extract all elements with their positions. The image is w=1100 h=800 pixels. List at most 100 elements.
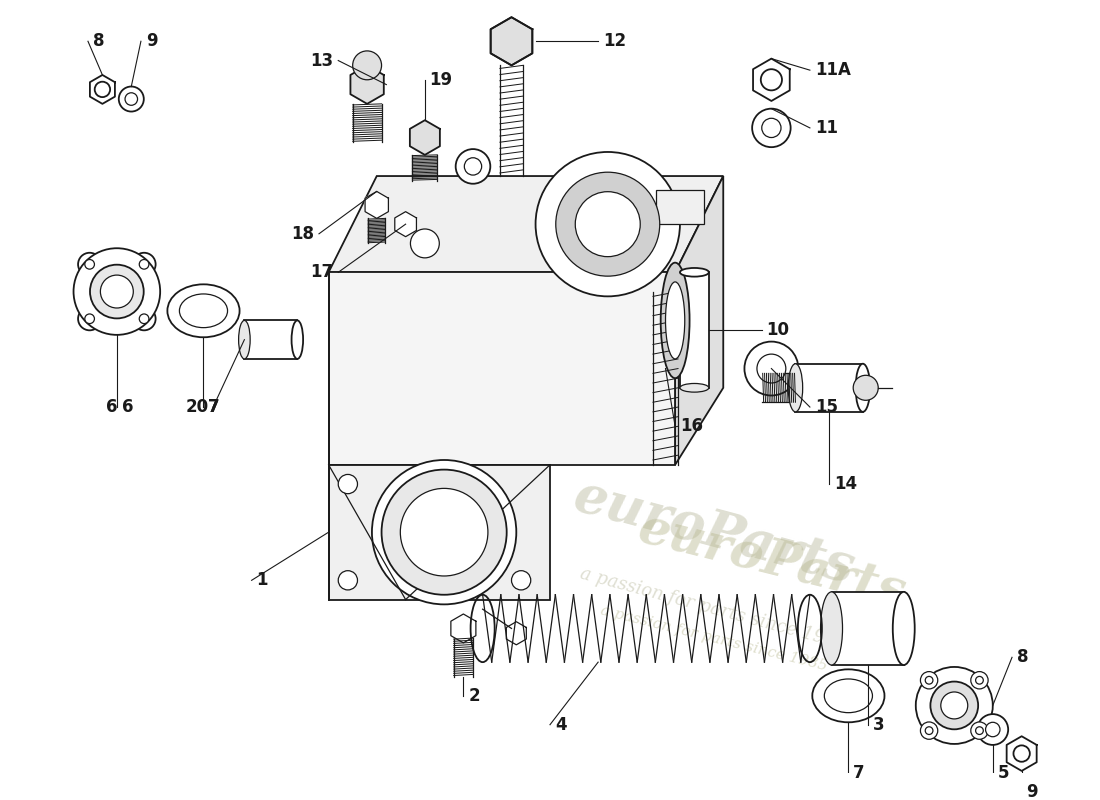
Ellipse shape [680, 268, 708, 277]
Circle shape [338, 570, 358, 590]
Text: a passion for parts since 1985: a passion for parts since 1985 [579, 565, 849, 654]
Polygon shape [329, 176, 724, 272]
Circle shape [536, 152, 680, 296]
Polygon shape [351, 66, 384, 104]
Polygon shape [90, 75, 114, 104]
Polygon shape [491, 18, 532, 66]
Polygon shape [675, 176, 724, 465]
Circle shape [986, 722, 1000, 737]
Text: 4: 4 [554, 716, 566, 734]
Ellipse shape [661, 262, 690, 378]
Bar [244, 321, 297, 359]
Circle shape [752, 109, 791, 147]
Polygon shape [754, 58, 790, 101]
Text: 9: 9 [145, 32, 157, 50]
Circle shape [921, 671, 938, 689]
Ellipse shape [179, 294, 228, 328]
Circle shape [100, 275, 133, 308]
Circle shape [132, 253, 155, 276]
Polygon shape [451, 614, 476, 643]
Circle shape [745, 342, 799, 395]
Circle shape [78, 253, 101, 276]
Bar [832, 592, 904, 665]
Circle shape [940, 692, 968, 719]
Text: 8: 8 [1016, 648, 1028, 666]
Ellipse shape [239, 321, 250, 359]
Circle shape [916, 667, 993, 744]
Polygon shape [329, 465, 550, 599]
Ellipse shape [824, 679, 872, 713]
Text: 10: 10 [767, 321, 790, 339]
Circle shape [90, 265, 144, 318]
Text: 13: 13 [310, 51, 333, 70]
Text: 1: 1 [256, 571, 268, 590]
Text: 7: 7 [208, 398, 220, 416]
Circle shape [921, 722, 938, 739]
Circle shape [971, 671, 988, 689]
Circle shape [575, 192, 640, 257]
Circle shape [78, 307, 101, 330]
Text: 15: 15 [815, 398, 838, 416]
Text: 19: 19 [430, 70, 453, 89]
Ellipse shape [292, 321, 304, 359]
Text: 3: 3 [872, 716, 884, 734]
Circle shape [85, 314, 95, 323]
Circle shape [132, 307, 155, 330]
Circle shape [971, 722, 988, 739]
Circle shape [464, 158, 482, 175]
Circle shape [512, 570, 530, 590]
Ellipse shape [167, 284, 240, 338]
Ellipse shape [666, 282, 685, 359]
Circle shape [338, 474, 358, 494]
Polygon shape [506, 622, 526, 645]
Text: 5: 5 [998, 764, 1009, 782]
Polygon shape [410, 120, 440, 155]
Circle shape [931, 682, 978, 730]
Text: 7: 7 [208, 398, 220, 416]
Circle shape [556, 172, 660, 276]
Text: 8: 8 [92, 32, 104, 50]
Circle shape [400, 488, 488, 576]
Text: 14: 14 [834, 475, 857, 493]
Circle shape [119, 86, 144, 111]
Circle shape [410, 229, 439, 258]
Ellipse shape [680, 383, 708, 392]
Circle shape [762, 118, 781, 138]
Circle shape [854, 375, 878, 400]
Text: 6: 6 [107, 398, 118, 416]
Circle shape [455, 149, 491, 184]
Text: a passion for parts since 1985: a passion for parts since 1985 [598, 603, 828, 673]
Circle shape [372, 460, 516, 604]
Circle shape [925, 677, 933, 684]
Circle shape [925, 726, 933, 734]
Polygon shape [329, 272, 675, 465]
Text: 11: 11 [815, 119, 838, 137]
Circle shape [976, 677, 983, 684]
Text: 16: 16 [680, 418, 703, 435]
Ellipse shape [821, 592, 843, 665]
Circle shape [85, 259, 95, 269]
Ellipse shape [856, 364, 870, 412]
Text: 2: 2 [469, 687, 480, 705]
Circle shape [125, 93, 138, 106]
Circle shape [757, 354, 785, 383]
Text: euroParts: euroParts [632, 504, 911, 618]
Circle shape [353, 51, 382, 80]
Polygon shape [1006, 736, 1036, 771]
Circle shape [140, 314, 148, 323]
Circle shape [382, 470, 507, 594]
Text: 6: 6 [122, 398, 133, 416]
Bar [795, 364, 862, 412]
Ellipse shape [893, 592, 915, 665]
Circle shape [95, 82, 110, 97]
Text: 11A: 11A [815, 61, 850, 79]
Ellipse shape [789, 364, 803, 412]
Polygon shape [395, 212, 417, 237]
Text: 9: 9 [1026, 783, 1038, 800]
Circle shape [140, 259, 148, 269]
Text: 12: 12 [603, 32, 626, 50]
Circle shape [1013, 746, 1030, 762]
Polygon shape [365, 191, 388, 218]
Ellipse shape [812, 670, 884, 722]
Text: 20: 20 [185, 398, 208, 416]
